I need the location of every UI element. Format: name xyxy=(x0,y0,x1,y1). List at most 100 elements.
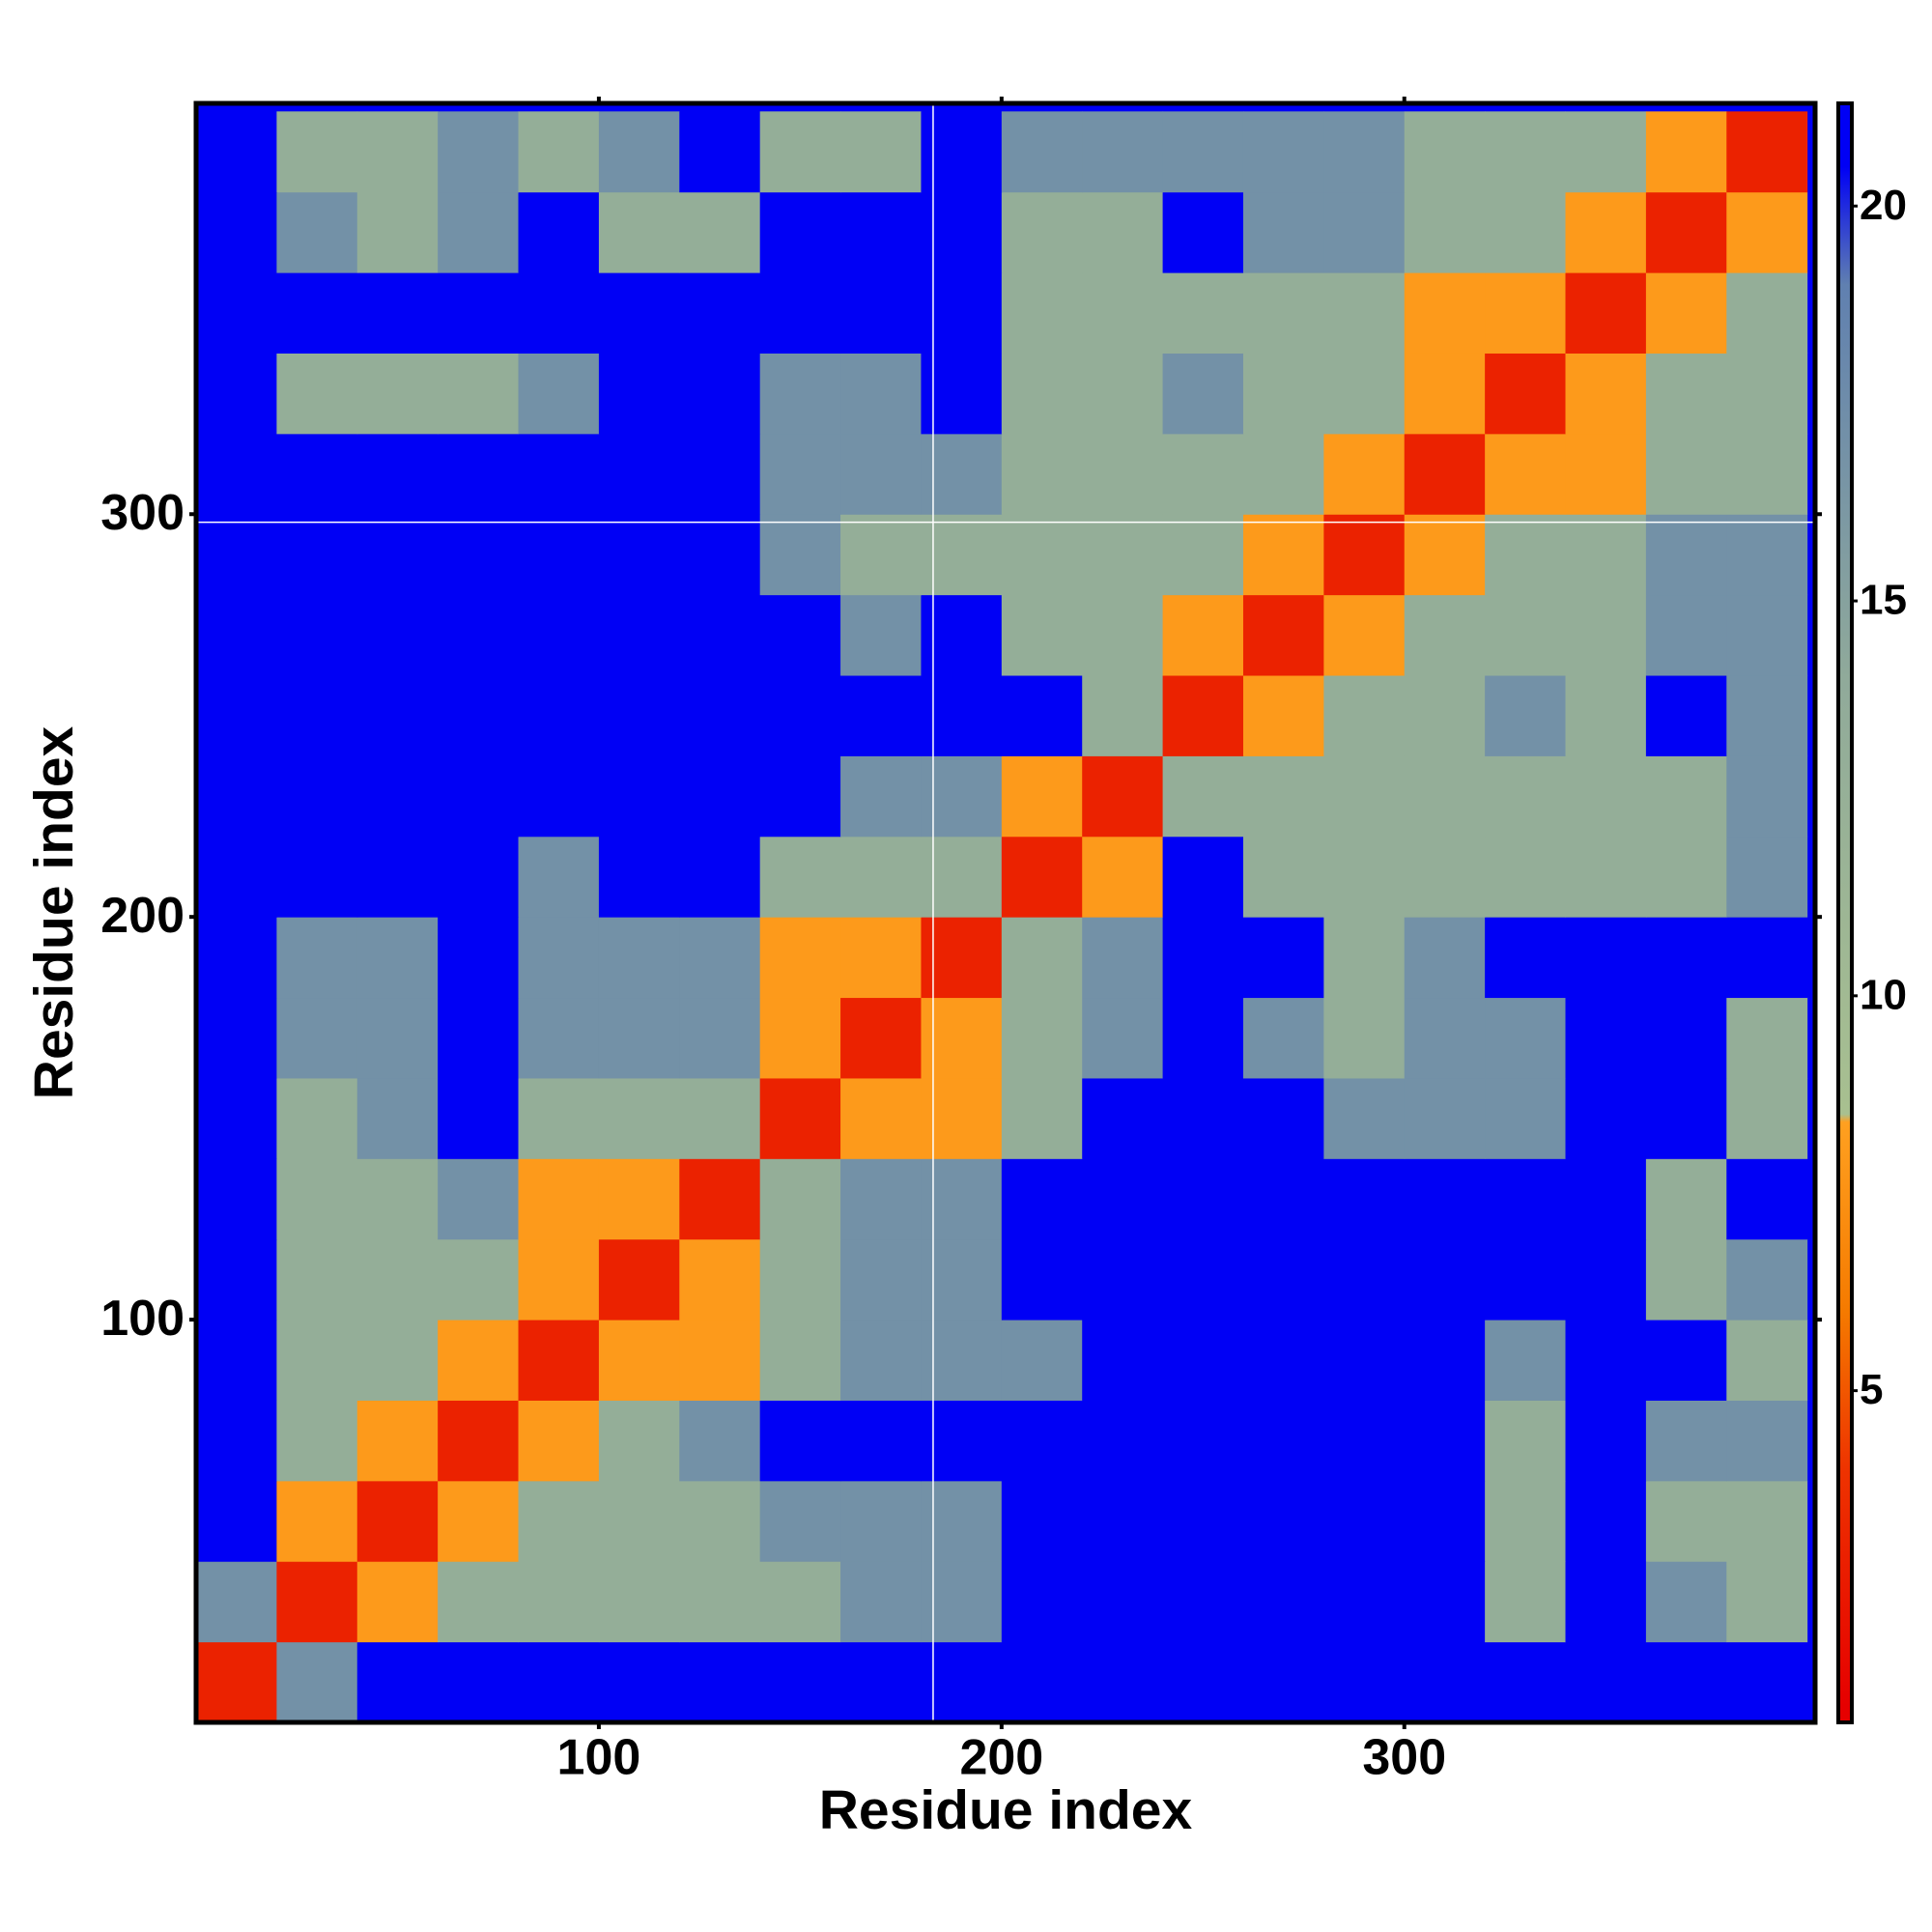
heatmap-cell xyxy=(1242,675,1324,756)
heatmap-cell xyxy=(1082,917,1164,999)
heatmap-cell xyxy=(598,755,680,838)
heatmap-cell xyxy=(1645,1158,1727,1240)
heatmap-cell xyxy=(1726,353,1808,435)
heatmap-cell xyxy=(679,594,761,676)
heatmap-cell xyxy=(1323,1480,1406,1562)
heatmap-cell xyxy=(276,997,358,1079)
heatmap-cell xyxy=(1323,191,1406,273)
heatmap-cell xyxy=(840,1400,922,1482)
heatmap-cell xyxy=(1404,1400,1486,1482)
heatmap-cell xyxy=(276,272,358,354)
heatmap-cell xyxy=(759,1320,841,1401)
heatmap-cell xyxy=(840,353,922,435)
heatmap-cell xyxy=(921,594,1003,676)
heatmap-cell xyxy=(759,755,841,838)
heatmap-cell xyxy=(1242,836,1324,918)
heatmap-cell xyxy=(840,1320,922,1401)
heatmap-cell xyxy=(196,594,277,676)
heatmap-cell xyxy=(840,1158,922,1240)
heatmap-cell xyxy=(1645,1077,1727,1159)
heatmap-cell xyxy=(438,675,520,756)
heatmap-cell xyxy=(1485,1238,1567,1321)
heatmap-cell xyxy=(598,594,680,676)
heatmap-cell xyxy=(1323,1320,1406,1401)
heatmap-cell xyxy=(1645,1480,1727,1562)
heatmap-cell xyxy=(1565,1400,1647,1482)
heatmap-cell xyxy=(1242,755,1324,838)
heatmap-cell xyxy=(1645,353,1727,435)
heatmap-cell xyxy=(196,433,277,515)
heatmap-cell xyxy=(356,272,439,354)
heatmap-cell xyxy=(196,917,277,999)
heatmap-cell xyxy=(679,111,761,193)
heatmap-cell xyxy=(1404,836,1486,918)
heatmap-cell xyxy=(1082,675,1164,756)
heatmap-cell xyxy=(1082,1077,1164,1159)
heatmap-cell xyxy=(356,917,439,999)
heatmap-cell xyxy=(679,755,761,838)
heatmap-cell xyxy=(438,1561,520,1643)
heatmap-cell xyxy=(840,675,922,756)
heatmap-cell xyxy=(438,191,520,273)
heatmap-cell xyxy=(840,514,922,596)
heatmap-cell xyxy=(1404,433,1486,515)
heatmap-cell xyxy=(1565,675,1647,756)
heatmap-cell xyxy=(1645,755,1727,838)
heatmap-cell xyxy=(1565,514,1647,596)
heatmap-cell xyxy=(1162,353,1244,435)
heatmap-cell xyxy=(921,111,1003,193)
heatmap-cell xyxy=(679,1561,761,1643)
heatmap-cell xyxy=(840,433,922,515)
heatmap-cell xyxy=(1565,1561,1647,1643)
heatmap-cell xyxy=(1485,1320,1567,1401)
heatmap-cell xyxy=(1565,1480,1647,1562)
heatmap-cell xyxy=(1242,353,1324,435)
y-tick-label: 200 xyxy=(100,888,185,944)
heatmap-cell xyxy=(1726,675,1808,756)
heatmap-cell xyxy=(1082,1480,1164,1562)
heatmap-cell xyxy=(518,836,600,918)
heatmap-cell xyxy=(1726,1238,1808,1321)
heatmap-cell xyxy=(356,594,439,676)
heatmap-cell xyxy=(1082,1320,1164,1401)
heatmap-cell xyxy=(921,272,1003,354)
heatmap-cell xyxy=(356,1480,439,1562)
heatmap-cell xyxy=(1565,353,1647,435)
heatmap-cell xyxy=(598,191,680,273)
heatmap-cell xyxy=(1323,917,1406,999)
heatmap-cell xyxy=(840,755,922,838)
heatmap-cell xyxy=(1001,594,1083,676)
heatmap-cell xyxy=(438,1077,520,1159)
heatmap-cell xyxy=(276,1077,358,1159)
heatmap-cell xyxy=(1726,191,1808,273)
heatmap-cell xyxy=(1645,997,1727,1079)
heatmap xyxy=(196,103,1815,1723)
heatmap-cell xyxy=(759,191,841,273)
heatmap-cell xyxy=(1082,1158,1164,1240)
heatmap-cell xyxy=(759,594,841,676)
heatmap-cell xyxy=(1404,1480,1486,1562)
heatmap-cell xyxy=(759,1480,841,1562)
heatmap-cell xyxy=(1404,755,1486,838)
heatmap-cell xyxy=(1001,1158,1083,1240)
heatmap-cell xyxy=(1242,1400,1324,1482)
heatmap-cell xyxy=(276,1320,358,1401)
y-tick-label: 300 xyxy=(100,485,185,541)
heatmap-cell xyxy=(1645,1320,1727,1401)
heatmap-cell xyxy=(1323,675,1406,756)
heatmap-cell xyxy=(276,836,358,918)
heatmap-cell xyxy=(276,111,358,193)
heatmap-cell xyxy=(438,1641,520,1723)
heatmap-cell xyxy=(921,1320,1003,1401)
heatmap-cell xyxy=(438,594,520,676)
heatmap-cell xyxy=(1565,917,1647,999)
heatmap-cell xyxy=(1082,111,1164,193)
heatmap-cell xyxy=(1162,1480,1244,1562)
heatmap-cell xyxy=(679,514,761,596)
heatmap-cell xyxy=(679,1641,761,1723)
heatmap-cell xyxy=(1162,1561,1244,1643)
heatmap-cell xyxy=(276,1641,358,1723)
heatmap-cell xyxy=(438,514,520,596)
heatmap-cell xyxy=(921,433,1003,515)
heatmap-cell xyxy=(921,1077,1003,1159)
